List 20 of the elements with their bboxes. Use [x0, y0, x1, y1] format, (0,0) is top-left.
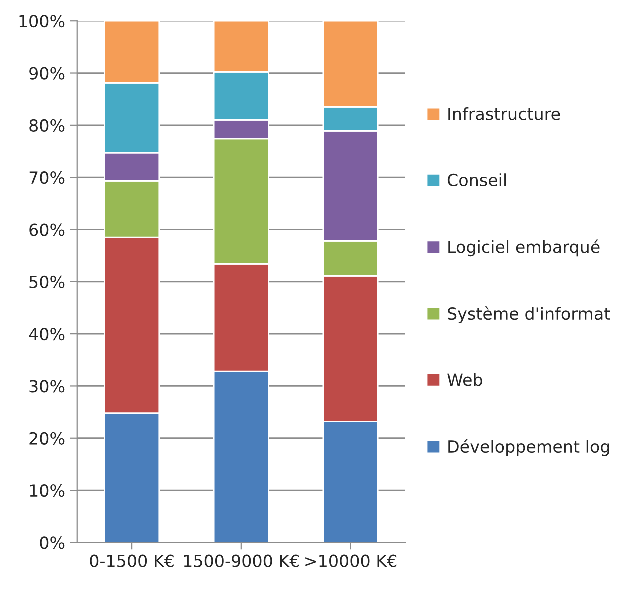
- legend-label: Développement log: [448, 439, 610, 456]
- x-tick-label: >10000 K€: [306, 554, 397, 568]
- legend-label: Logiciel embarqué: [448, 240, 600, 257]
- y-tick-label: 70%: [30, 172, 65, 184]
- y-tick-label: 50%: [30, 276, 65, 288]
- y-tick-label: 90%: [30, 67, 65, 80]
- y-tick-label: 30%: [30, 380, 65, 393]
- x-tick-label: 0-1500 K€: [90, 554, 174, 568]
- y-tick-label: 100%: [20, 15, 65, 28]
- legend-label: Web: [448, 373, 482, 386]
- y-tick-label: 10%: [30, 484, 65, 498]
- y-tick-label: 0%: [40, 536, 65, 550]
- y-tick-label: 80%: [30, 119, 65, 132]
- legend-label: Système d'informat: [448, 306, 610, 324]
- y-tick-label: 60%: [30, 224, 65, 236]
- legend-label: Infrastructure: [448, 108, 560, 120]
- y-tick-label: 20%: [30, 432, 65, 445]
- legend-label: Conseil: [448, 174, 506, 187]
- x-tick-label: 1500-9000 K€: [184, 554, 300, 568]
- y-tick-label: 40%: [29, 328, 65, 341]
